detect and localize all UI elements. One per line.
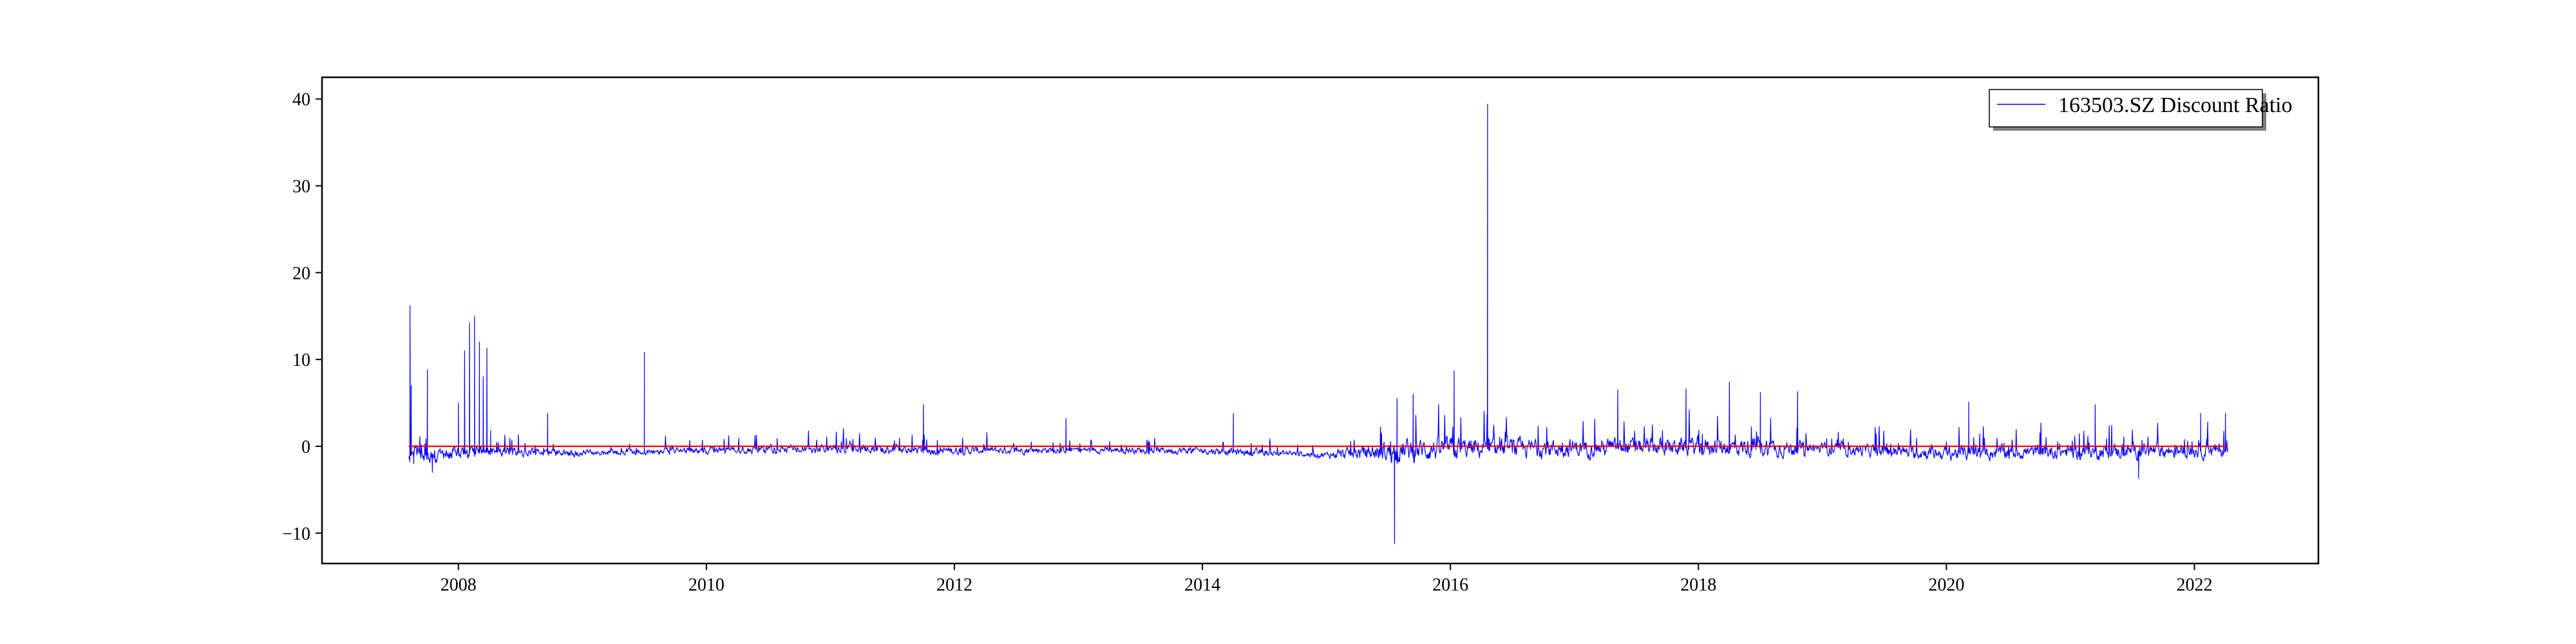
y-tick-label: 40: [292, 90, 310, 110]
x-tick-label: 2018: [1680, 575, 1716, 595]
y-tick-label: 30: [292, 177, 310, 197]
x-tick-label: 2022: [2176, 575, 2212, 595]
x-tick-label: 2016: [1432, 575, 1468, 595]
y-axis: −10 0 10 20 30 40: [282, 90, 322, 544]
legend-series-label: 163503.SZ Discount Ratio: [2058, 93, 2293, 117]
legend: 163503.SZ Discount Ratio: [1989, 89, 2293, 131]
y-tick-label: 0: [301, 437, 310, 457]
y-tick-label: 10: [292, 350, 310, 370]
x-axis: 2008 2010 2012 2014 2016 2018 2020 2022: [440, 564, 2212, 595]
x-tick-label: 2012: [936, 575, 972, 595]
x-tick-label: 2020: [1928, 575, 1964, 595]
y-tick-label: 20: [292, 263, 310, 283]
x-tick-label: 2010: [688, 575, 724, 595]
y-tick-label: −10: [282, 524, 310, 544]
series-layer: [408, 104, 2228, 544]
discount-ratio-line: [408, 104, 2228, 544]
x-tick-label: 2014: [1184, 575, 1220, 595]
x-tick-label: 2008: [440, 575, 477, 595]
legend-box: [1989, 89, 2263, 128]
axes-frame: [321, 76, 2320, 565]
